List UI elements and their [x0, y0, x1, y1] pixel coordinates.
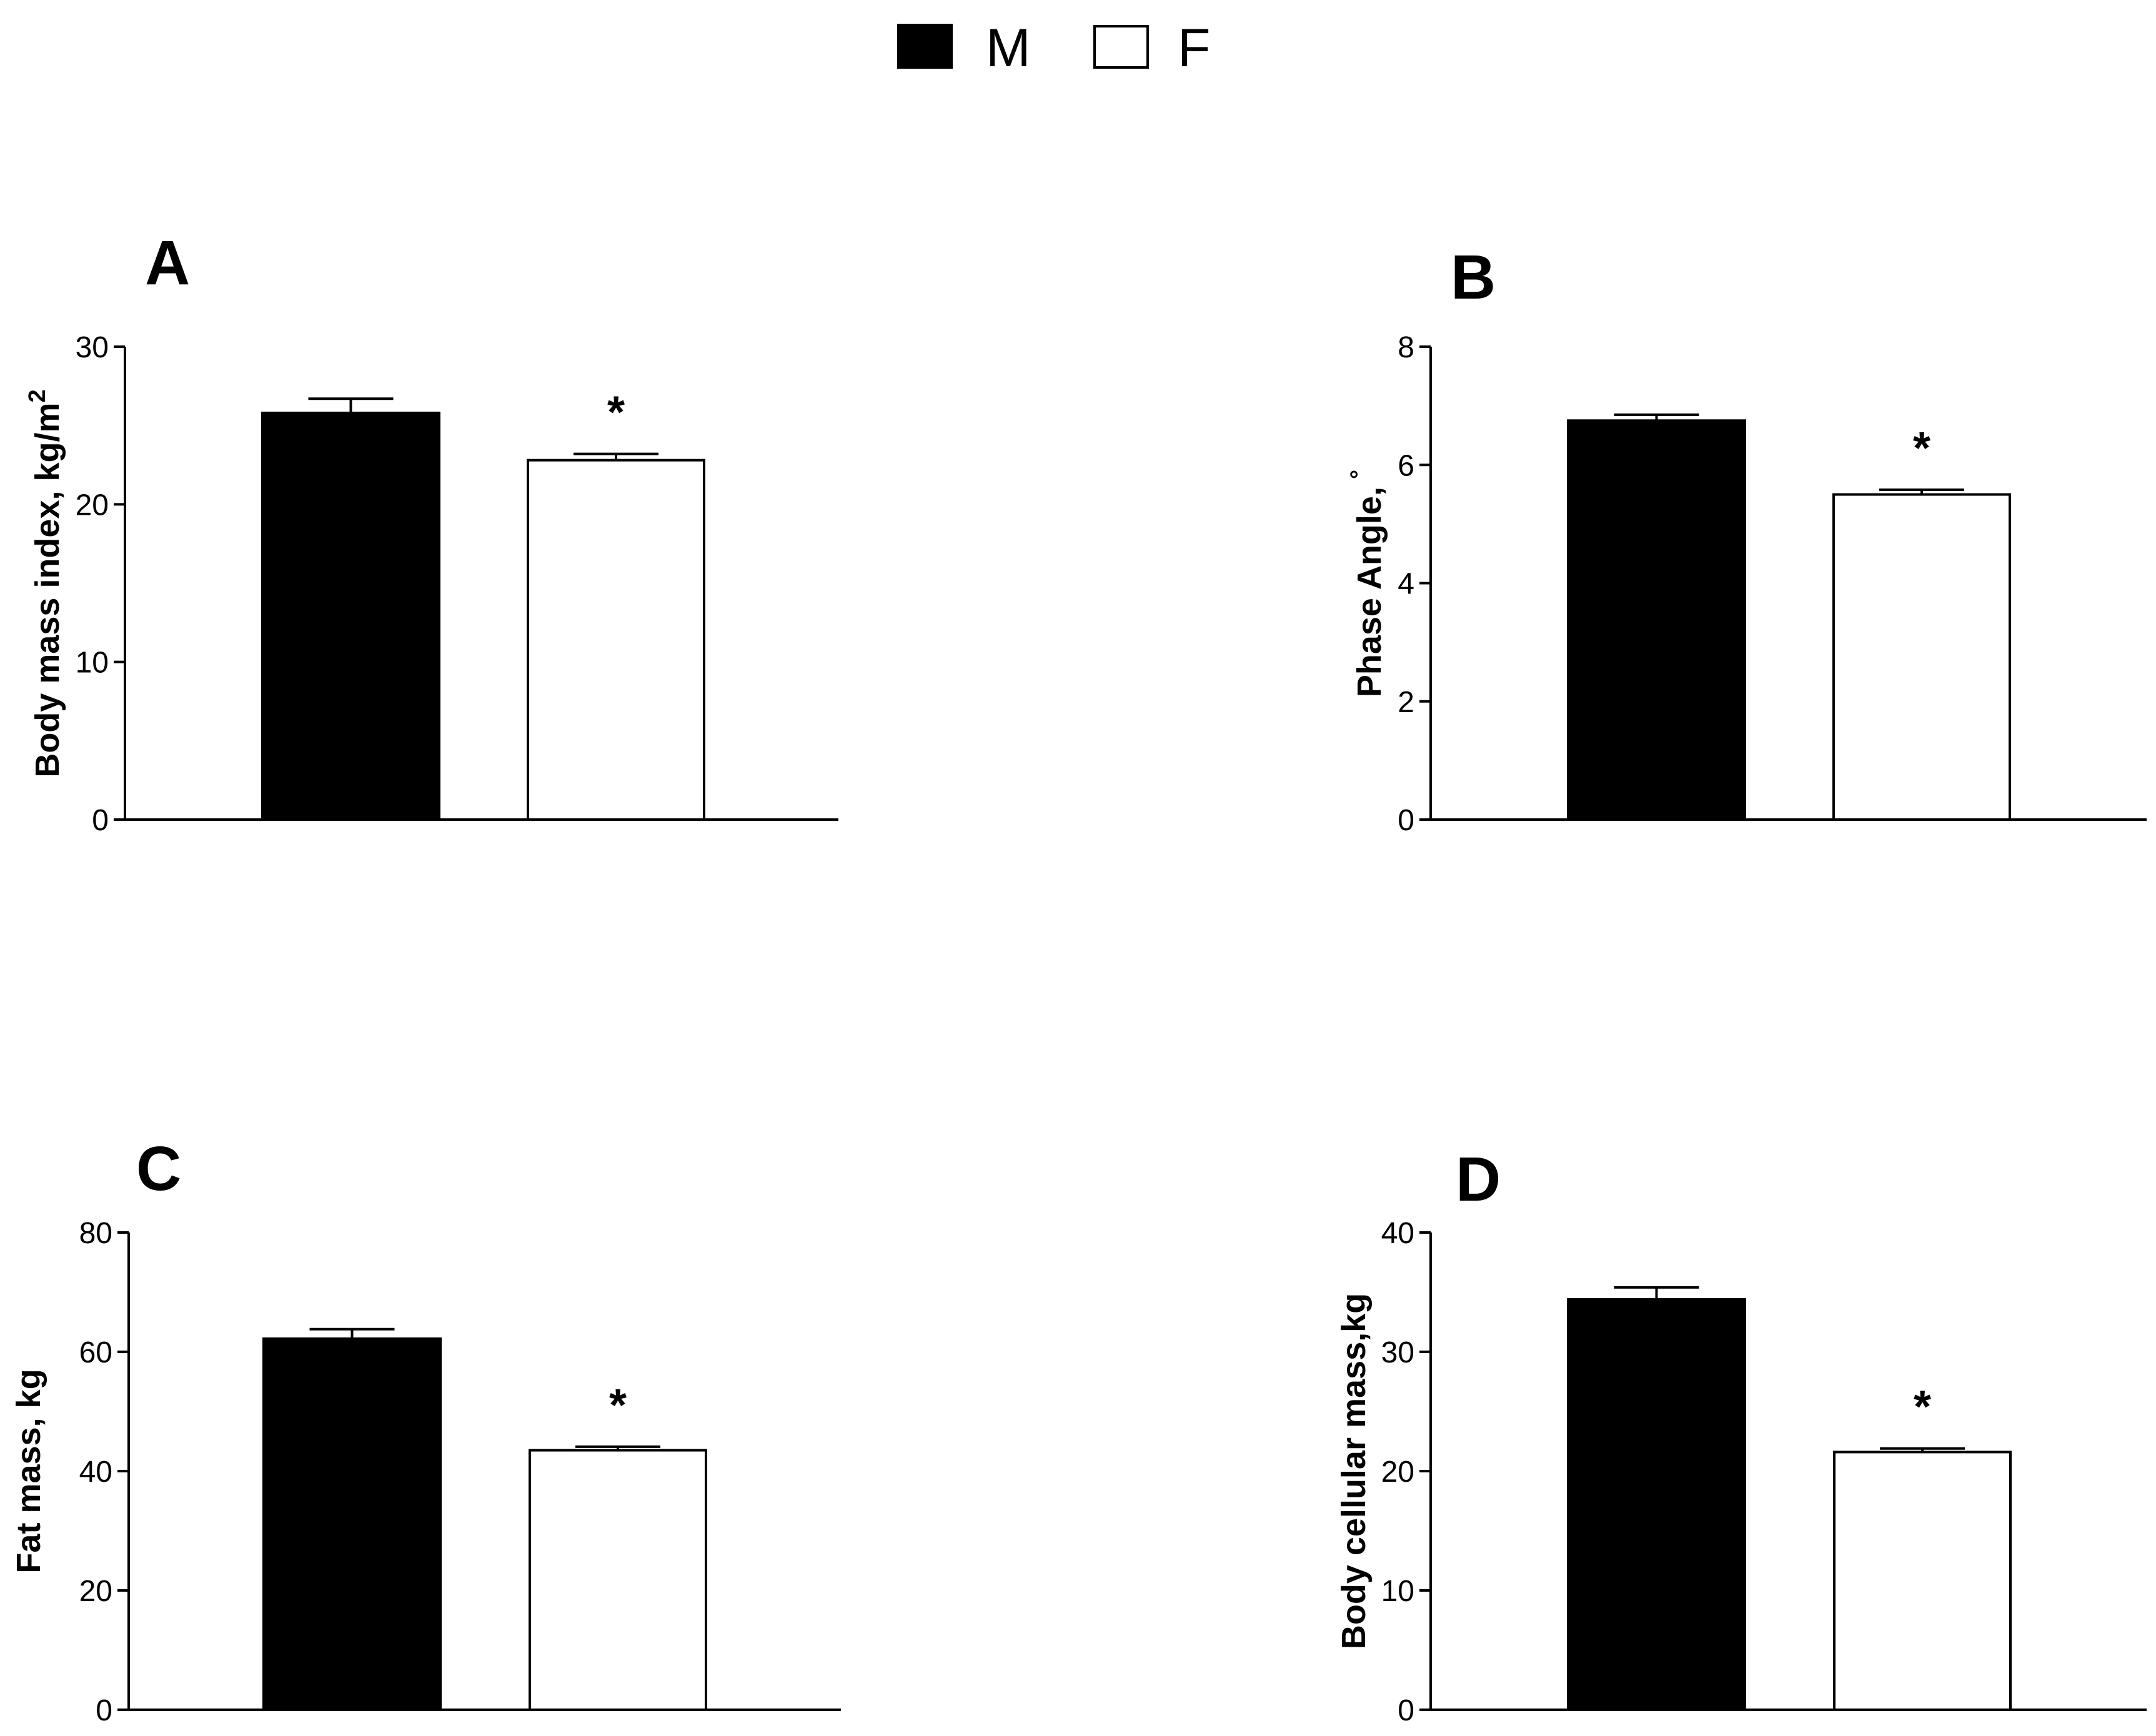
y-tick-label: 0: [96, 1694, 112, 1727]
panel-c: C 0 20 40 60 80 Fat mass, kg *: [10, 1134, 841, 1727]
bar-f: [527, 459, 705, 821]
bar-m: [1567, 419, 1746, 821]
significance-marker: *: [607, 388, 625, 438]
panel-letter: A: [145, 228, 190, 298]
y-tick-label: 0: [1398, 1694, 1414, 1727]
significance-marker: *: [1914, 1382, 1931, 1432]
y-tick-label: 80: [79, 1217, 112, 1250]
y-tick-label: 10: [1381, 1575, 1414, 1608]
panel-letter: D: [1456, 1144, 1501, 1214]
y-axis-label-text: Body mass index, kg/m: [29, 402, 66, 777]
bar-m: [1567, 1297, 1746, 1711]
y-axis-label-text: Fat mass, kg: [10, 1369, 47, 1573]
panel-letter: B: [1451, 242, 1496, 312]
y-axis-label: Body cellular mass,kg: [1335, 1293, 1373, 1649]
significance-marker: *: [1913, 424, 1930, 474]
y-tick-label: 20: [76, 489, 109, 522]
y-axis-label: Phase Angle, °: [1346, 470, 1388, 697]
y-tick-label: 6: [1398, 449, 1414, 482]
y-tick-label: 0: [92, 804, 109, 837]
y-tick-label: 4: [1398, 568, 1414, 601]
significance-marker: *: [609, 1381, 627, 1431]
y-tick-label: 0: [1398, 804, 1414, 837]
panel-b: B 0 2 4 6 8 Phase Angle, ° *: [1346, 242, 2147, 837]
bar-f: [1833, 1451, 2012, 1711]
bar-m: [261, 411, 440, 821]
legend-label-m: M: [986, 18, 1031, 78]
y-axis-label: Fat mass, kg: [10, 1369, 47, 1573]
y-axis-label: Body mass index, kg/m2: [24, 389, 66, 777]
bar-f: [529, 1449, 707, 1711]
panel-letter: C: [136, 1134, 181, 1204]
y-tick-label: 10: [76, 647, 109, 680]
y-tick-label: 8: [1398, 331, 1414, 364]
bar-f: [1832, 493, 2011, 821]
legend: M F: [897, 18, 1211, 78]
panel-d: D 0 10 20 30 40 Body cellular mass,kg *: [1335, 1144, 2147, 1727]
legend-swatch-m: [897, 24, 953, 69]
y-axis-label-superscript: 2: [24, 389, 51, 402]
panel-a: A 0 10 20 30 Body mass index, kg/m2 *: [24, 228, 838, 837]
y-axis-label-text: Body cellular mass,kg: [1335, 1293, 1373, 1649]
y-tick-label: 2: [1398, 686, 1414, 719]
y-axis-label-superscript: °: [1346, 470, 1373, 479]
y-tick-label: 20: [1381, 1456, 1414, 1489]
y-tick-label: 30: [76, 331, 109, 364]
y-tick-label: 40: [79, 1456, 112, 1489]
y-tick-label: 20: [79, 1575, 112, 1608]
y-tick-label: 30: [1381, 1336, 1414, 1369]
y-axis-label-text: Phase Angle,: [1351, 487, 1388, 697]
bar-m: [262, 1337, 442, 1711]
legend-label-f: F: [1178, 18, 1211, 78]
y-tick-label: 40: [1381, 1217, 1414, 1250]
legend-swatch-f: [1093, 25, 1149, 69]
y-tick-label: 60: [79, 1336, 112, 1369]
